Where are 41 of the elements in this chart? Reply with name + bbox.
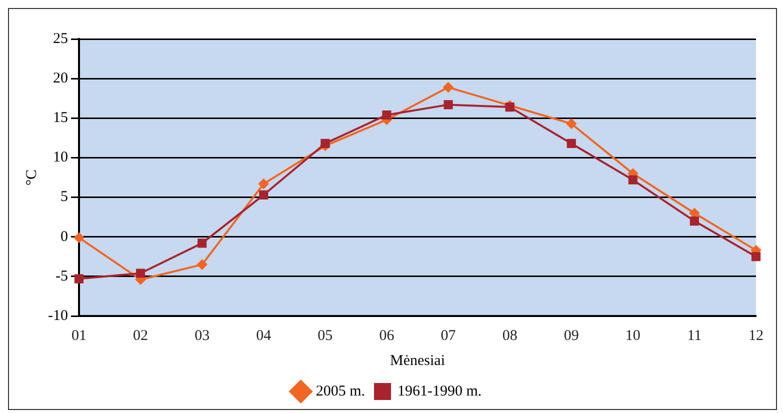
y-tick-label: -5 [55,268,68,284]
x-tick-label: 01 [71,328,86,344]
x-tick-label: 04 [256,328,272,344]
point [320,138,330,148]
y-tick-label: 25 [52,30,68,47]
x-tick-label: 08 [502,328,518,344]
x-tick-label: 03 [194,328,210,344]
legend-label: 2005 m. [316,383,366,400]
x-tick-label: 12 [748,328,764,344]
point [258,178,269,189]
point [197,260,208,270]
point [136,268,146,278]
point [74,232,84,243]
x-tick-label: 11 [687,328,702,344]
y-tick-label: 5 [60,189,68,206]
x-tick-label: 06 [379,328,395,344]
legend-label: 1961-1990 m. [398,383,482,400]
point [566,138,576,148]
point [628,175,638,184]
point [505,102,514,112]
point [751,252,761,262]
x-tick-label: 07 [440,328,456,344]
point [690,216,699,226]
y-tick-label: 0 [60,228,68,245]
x-tick-label: 05 [318,328,333,344]
y-tick-label: 20 [52,70,68,87]
point [566,118,576,129]
x-tick-label: 02 [133,328,148,344]
x-tick-label: 10 [625,328,640,344]
point [443,82,454,92]
y-axis-title: °C [24,169,40,186]
point [444,100,453,110]
y-tick-label: 15 [52,110,68,126]
x-tick-label: 09 [564,328,579,344]
point [198,238,207,248]
y-tick-label: 10 [52,150,68,166]
x-axis-title: Mėnesiai [390,352,445,369]
point [259,190,268,200]
point [382,110,392,120]
point [74,274,84,284]
y-tick-label: -10 [48,308,68,324]
